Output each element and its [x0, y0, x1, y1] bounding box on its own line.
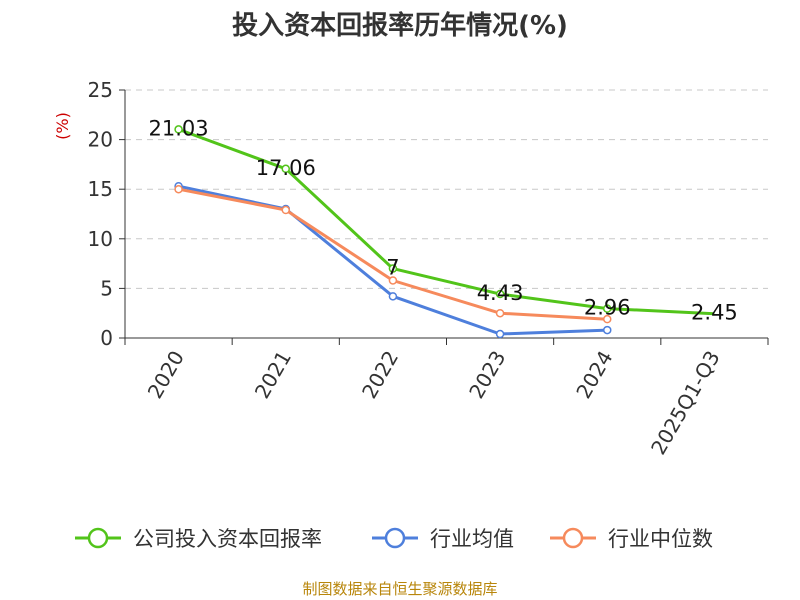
data-point [388, 276, 398, 285]
series-line [178, 127, 715, 316]
x-tick-label: 2021 [250, 347, 296, 403]
source-note: 制图数据来自恒生聚源数据库 [302, 580, 497, 598]
data-label: 2.96 [584, 296, 631, 320]
legend-label: 公司投入资本回报率 [133, 527, 322, 551]
data-label: 21.03 [149, 116, 209, 140]
data-label: 7 [386, 256, 399, 280]
legend-item-0: 公司投入资本回报率 [75, 527, 322, 551]
grid [125, 89, 768, 289]
legend-label: 行业中位数 [608, 527, 713, 551]
y-tick-label: 15 [88, 177, 113, 201]
y-axis-unit: (%) [53, 112, 72, 140]
series-0 [174, 125, 715, 316]
data-point [603, 304, 612, 313]
data-point [281, 164, 290, 174]
data-labels: 21.03 17.06 7 4.43 2.96 2.45 [149, 116, 738, 324]
legend-item-2: 行业中位数 [550, 527, 713, 551]
legend-marker [562, 527, 584, 549]
data-point [603, 325, 612, 335]
y-tick-label: 25 [88, 78, 113, 102]
data-point [495, 289, 505, 299]
legend-item-1: 行业均值 [372, 527, 514, 551]
series-2 [174, 184, 612, 324]
x-tick-label: 2022 [357, 347, 403, 403]
x-tick-label: 2024 [571, 347, 617, 403]
data-point [388, 264, 398, 273]
data-point [603, 314, 612, 324]
legend-label: 行业均值 [430, 527, 514, 551]
legend: 公司投入资本回报率 行业均值 行业中位数 [75, 527, 713, 551]
x-tick-label: 2025Q1-Q3 [646, 347, 725, 459]
data-point [174, 125, 183, 134]
chart-title: 投入资本回报率历年情况(%) [232, 10, 568, 41]
y-tick-label: 20 [88, 128, 113, 152]
data-point [495, 308, 505, 318]
data-point [281, 205, 290, 215]
y-tick-label: 10 [88, 227, 113, 251]
data-label: 4.43 [477, 281, 524, 305]
x-tick-label: 2023 [464, 347, 510, 403]
data-point [388, 292, 398, 301]
legend-marker [384, 527, 406, 549]
legend-marker [87, 527, 109, 549]
y-tick-label: 5 [100, 276, 113, 300]
data-point [495, 329, 505, 339]
series-layer [174, 125, 715, 339]
x-tick-label: 2020 [143, 347, 189, 403]
data-label: 17.06 [256, 156, 316, 180]
y-tick-label: 0 [100, 326, 113, 350]
data-label: 2.45 [691, 301, 738, 325]
data-point [174, 184, 183, 194]
